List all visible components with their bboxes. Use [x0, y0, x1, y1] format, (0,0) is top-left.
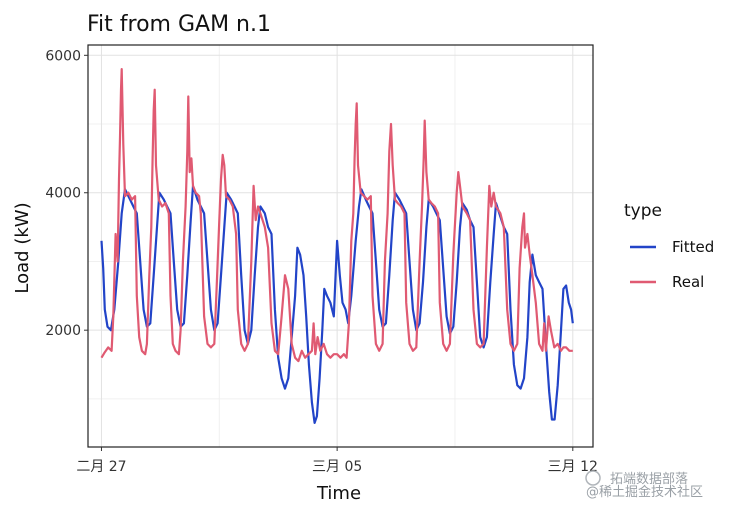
legend: type Fitted Real: [624, 201, 714, 291]
y-axis: 2000 4000 6000: [45, 48, 88, 339]
watermark: 拓端数据部落 @稀土掘金技术社区: [585, 470, 703, 500]
y-tick-label: 6000: [45, 48, 81, 64]
legend-label-fitted: Fitted: [672, 238, 714, 256]
watermark-line2: @稀土掘金技术社区: [586, 484, 703, 500]
series-layer: [100, 68, 574, 424]
chart-title: Fit from GAM n.1: [87, 12, 271, 37]
y-axis-title: Load (kW): [12, 202, 33, 293]
series-line-real: [100, 68, 573, 363]
watermark-line1: 拓端数据部落: [610, 472, 688, 487]
legend-label-real: Real: [672, 273, 704, 291]
x-tick-label: 二月 27: [76, 459, 126, 475]
x-tick-label: 三月 05: [312, 459, 362, 475]
y-tick-label: 2000: [45, 323, 81, 339]
x-axis: 二月 27 三月 05 三月 12: [76, 447, 598, 475]
watermark-icon: [585, 470, 601, 486]
legend-title: type: [624, 201, 662, 221]
y-tick-label: 4000: [45, 186, 81, 202]
x-axis-title: Time: [316, 483, 361, 504]
x-tick-label: 三月 12: [548, 459, 598, 475]
plot-border: [87, 44, 594, 448]
